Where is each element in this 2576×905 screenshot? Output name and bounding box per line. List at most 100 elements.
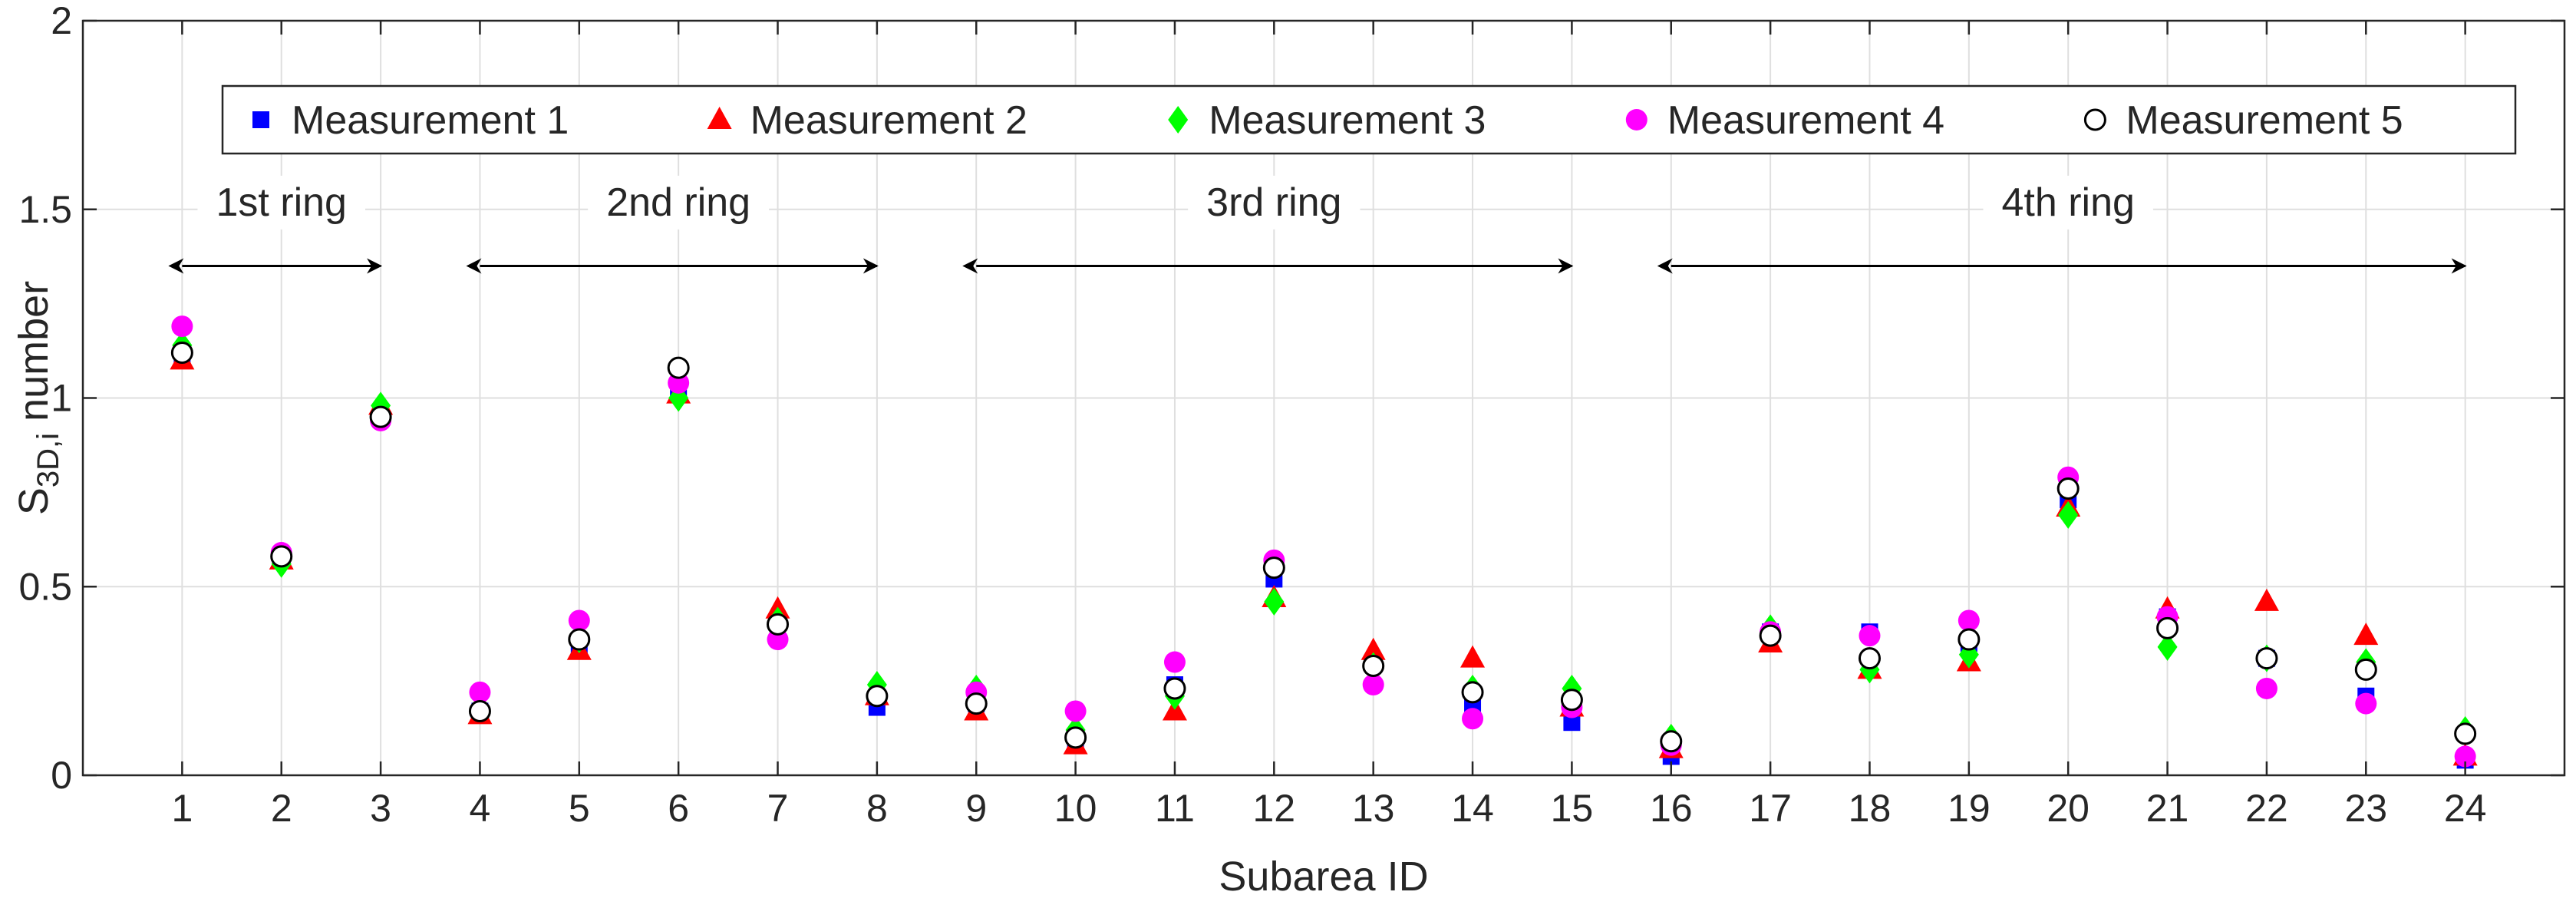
- x-tick-label: 9: [965, 787, 987, 830]
- ring-label-background: [197, 175, 365, 230]
- data-point: [2156, 616, 2179, 639]
- data-point: [2255, 647, 2278, 670]
- data-point: [2057, 477, 2080, 500]
- data-point: [1362, 654, 1385, 677]
- y-tick-label: 2: [51, 0, 72, 42]
- data-point: [568, 628, 591, 651]
- data-point: [1462, 708, 1484, 730]
- data-point: [667, 356, 690, 379]
- x-tick-label: 7: [767, 787, 789, 830]
- x-tick-label: 17: [1749, 787, 1792, 830]
- data-point: [369, 405, 392, 428]
- x-tick-label: 4: [470, 787, 491, 830]
- data-point: [270, 545, 293, 568]
- y-axis-label: S3D,i number: [11, 281, 65, 515]
- data-point: [2355, 692, 2377, 715]
- data-point: [2254, 588, 2279, 611]
- data-point: [2454, 745, 2476, 768]
- data-point: [1262, 557, 1285, 580]
- data-point: [1563, 714, 1581, 732]
- x-tick-label: 24: [2444, 787, 2487, 830]
- y-axis-label-rest: number: [11, 281, 57, 433]
- legend-marker: [707, 107, 732, 129]
- data-point: [2353, 623, 2379, 646]
- data-point: [1064, 726, 1087, 749]
- y-axis-label-subscript: 3D,i: [31, 433, 65, 487]
- data-point: [568, 609, 590, 632]
- data-point: [1560, 689, 1583, 712]
- legend-marker: [1168, 106, 1189, 134]
- ring-label-3: 3rd ring: [1206, 180, 1341, 225]
- data-point: [1660, 730, 1683, 753]
- ring-label-4: 4th ring: [2001, 180, 2134, 225]
- data-point: [1858, 647, 1881, 670]
- data-point: [2354, 658, 2377, 681]
- x-tick-label: 18: [1849, 787, 1892, 830]
- axis-labels: Subarea ID S3D,i number: [11, 281, 1429, 900]
- y-tick-label: 1.5: [18, 188, 72, 231]
- data-point: [469, 681, 491, 703]
- legend-label: Measurement 5: [2126, 98, 2403, 143]
- x-tick-label: 23: [2344, 787, 2387, 830]
- data-point: [1064, 700, 1087, 722]
- y-axis-label-main: S: [11, 487, 57, 515]
- data-series: [170, 315, 2478, 769]
- data-point: [2157, 633, 2178, 661]
- y-tick-label: 0: [51, 754, 72, 797]
- data-point: [171, 315, 193, 338]
- x-tick-label: 20: [2047, 787, 2089, 830]
- data-point: [1759, 624, 1782, 647]
- x-axis-label: Subarea ID: [1219, 854, 1428, 900]
- y-tick-label: 0.5: [18, 565, 72, 608]
- ring-label-2: 2nd ring: [606, 180, 750, 225]
- x-tick-label: 6: [668, 787, 689, 830]
- data-point: [1460, 645, 1486, 668]
- series-5: [170, 342, 2477, 753]
- x-tick-label: 13: [1352, 787, 1395, 830]
- data-point: [866, 685, 889, 708]
- data-point: [468, 699, 491, 722]
- x-tick-label: 3: [370, 787, 391, 830]
- legend-marker: [1625, 109, 1648, 130]
- legend-label: Measurement 1: [292, 98, 569, 143]
- data-point: [1859, 625, 1881, 647]
- ring-label-background: [588, 175, 770, 230]
- ring-annotations: 1st ring 2nd ring 3rd ring 4th ring: [168, 175, 2467, 274]
- data-point: [1362, 674, 1384, 696]
- x-tick-label: 10: [1054, 787, 1097, 830]
- data-point: [1163, 651, 1186, 673]
- axes: 1 2 3 4 5 6 7 8 9 10 11 12 13 14 15 16 17 18 19 20 21 22 23 240…: [18, 0, 2566, 830]
- data-point: [2255, 677, 2278, 699]
- ring-label-background: [1983, 175, 2153, 230]
- legend-label: Measurement 2: [750, 98, 1027, 143]
- x-tick-label: 2: [271, 787, 292, 830]
- y-tick-label: 1: [51, 377, 72, 420]
- data-point: [1958, 609, 1980, 632]
- legend-marker: [2083, 108, 2106, 131]
- legend-label: Measurement 4: [1667, 98, 1944, 143]
- data-point: [2454, 722, 2477, 745]
- x-tick-label: 8: [866, 787, 888, 830]
- x-tick-label: 22: [2245, 787, 2288, 830]
- legend-label: Measurement 3: [1209, 98, 1486, 143]
- data-point: [170, 342, 193, 365]
- x-tick-label: 15: [1551, 787, 1594, 830]
- data-point: [2058, 500, 2079, 529]
- x-tick-label: 21: [2146, 787, 2189, 830]
- data-point: [1958, 628, 1981, 651]
- x-tick-label: 19: [1948, 787, 1991, 830]
- legend-marker: [252, 111, 269, 128]
- legend: Measurement 1 Measurement 2 Measurement 3 M…: [221, 84, 2517, 155]
- data-point: [965, 692, 988, 715]
- x-tick-label: 16: [1650, 787, 1693, 830]
- data-point: [767, 613, 790, 636]
- x-tick-label: 1: [171, 787, 193, 830]
- x-tick-label: 5: [569, 787, 590, 830]
- data-point: [1361, 637, 1386, 660]
- x-tick-label: 11: [1155, 787, 1195, 830]
- data-point: [1163, 677, 1186, 700]
- x-tick-label: 12: [1253, 787, 1296, 830]
- data-point: [1264, 587, 1285, 616]
- x-tick-label: 14: [1451, 787, 1494, 830]
